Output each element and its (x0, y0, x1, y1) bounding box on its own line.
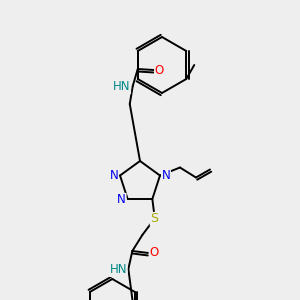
Text: HN: HN (110, 263, 127, 277)
Text: O: O (154, 64, 164, 76)
Text: O: O (149, 247, 158, 260)
Text: N: N (110, 169, 118, 182)
Text: N: N (162, 169, 170, 182)
Text: N: N (117, 194, 126, 206)
Text: S: S (150, 212, 158, 226)
Text: HN: HN (113, 80, 130, 94)
